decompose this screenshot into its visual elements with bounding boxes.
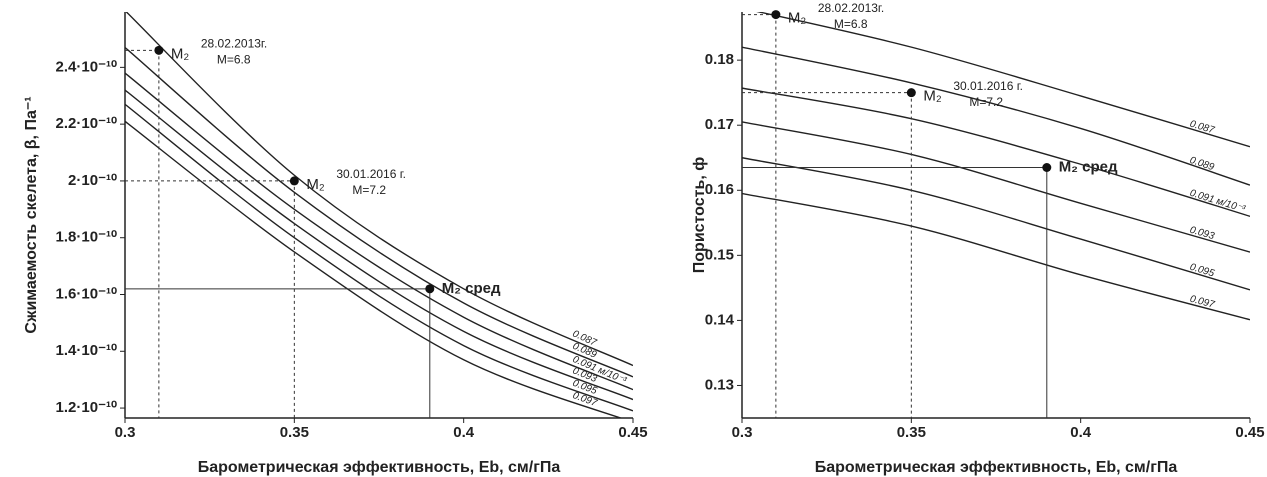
curve xyxy=(742,121,1250,253)
panel: 0.3 0.35 0.4 0.45 1.2·10⁻¹⁰ 1.4·10⁻¹⁰ 1.6·10⁻¹… xyxy=(23,12,648,476)
curve xyxy=(125,89,633,401)
curve xyxy=(742,87,1250,217)
curve xyxy=(125,103,633,412)
curve-label: 0.087 xyxy=(1188,119,1216,137)
y-tick-label: 0.17 xyxy=(705,116,734,133)
y-axis-title: Пористость, ф xyxy=(691,157,708,273)
point-label: M₂ сред xyxy=(442,280,501,297)
curve-label: 0.093 xyxy=(1188,225,1216,243)
y-tick-label: 0.16 xyxy=(705,181,734,198)
x-tick-label: 0.45 xyxy=(1235,424,1264,441)
curve-label: 0.095 xyxy=(1188,262,1216,280)
point-m: M=6.8 xyxy=(834,17,868,31)
curve xyxy=(125,46,633,378)
curve xyxy=(742,192,1250,321)
y-tick-label: 0.15 xyxy=(705,246,734,263)
y-tick-label: 2.2·10⁻¹⁰ xyxy=(56,115,117,132)
y-tick-label: 1.4·10⁻¹⁰ xyxy=(56,342,117,359)
curve xyxy=(125,72,633,391)
point xyxy=(154,45,164,55)
point xyxy=(771,10,781,20)
point-m: M=6.8 xyxy=(217,53,251,67)
x-tick-label: 0.45 xyxy=(618,424,647,441)
x-tick-label: 0.35 xyxy=(280,424,309,441)
point-label: M₂ xyxy=(923,88,941,105)
point-label: M₂ xyxy=(306,176,324,193)
curve xyxy=(742,157,1250,291)
y-tick-label: 1.6·10⁻¹⁰ xyxy=(56,285,117,302)
x-axis-title: Барометрическая эффективность, Eb, см/гП… xyxy=(198,459,561,476)
y-axis-title: Сжимаемость скелета, β, Па⁻¹ xyxy=(23,96,40,333)
x-tick-label: 0.4 xyxy=(1070,424,1092,441)
curve xyxy=(125,12,633,367)
point-date: 28.02.2013г. xyxy=(201,37,267,51)
y-tick-label: 0.14 xyxy=(705,311,735,328)
x-tick-label: 0.35 xyxy=(897,424,926,441)
curve-label: 0.091 м/10⁻³ xyxy=(1188,188,1247,216)
y-tick-label: 1.2·10⁻¹⁰ xyxy=(56,399,117,416)
y-tick-label: 2·10⁻¹⁰ xyxy=(68,172,117,189)
x-axis-title: Барометрическая эффективность, Eb, см/гП… xyxy=(815,459,1178,476)
point-m: M=7.2 xyxy=(352,183,386,197)
curve xyxy=(125,120,623,418)
y-tick-label: 2.4·10⁻¹⁰ xyxy=(56,58,117,75)
point-date: 30.01.2016 г. xyxy=(336,167,406,181)
point xyxy=(906,88,916,98)
point-label: M₂ сред xyxy=(1059,158,1118,175)
point-label: M₂ xyxy=(788,10,806,27)
point-date: 30.01.2016 г. xyxy=(953,79,1023,93)
curve xyxy=(742,46,1250,186)
x-tick-label: 0.3 xyxy=(732,424,753,441)
curve-label: 0.089 xyxy=(1188,155,1216,174)
curve-label: 0.097 xyxy=(1189,294,1216,311)
curve xyxy=(756,12,1250,148)
point-m: M=7.2 xyxy=(969,95,1003,109)
point xyxy=(425,284,435,294)
y-tick-label: 1.8·10⁻¹⁰ xyxy=(56,229,117,246)
panel: 0.3 0.35 0.4 0.45 0.13 0.14 0.15 0.16 0.17 0.18 Ба… xyxy=(691,1,1264,476)
point xyxy=(289,176,299,186)
point xyxy=(1042,163,1052,173)
point-label: M₂ xyxy=(171,45,189,62)
x-tick-label: 0.3 xyxy=(115,424,136,441)
y-tick-label: 0.13 xyxy=(705,376,734,393)
y-tick-label: 0.18 xyxy=(705,51,734,68)
x-tick-label: 0.4 xyxy=(453,424,475,441)
point-date: 28.02.2013г. xyxy=(818,1,884,15)
